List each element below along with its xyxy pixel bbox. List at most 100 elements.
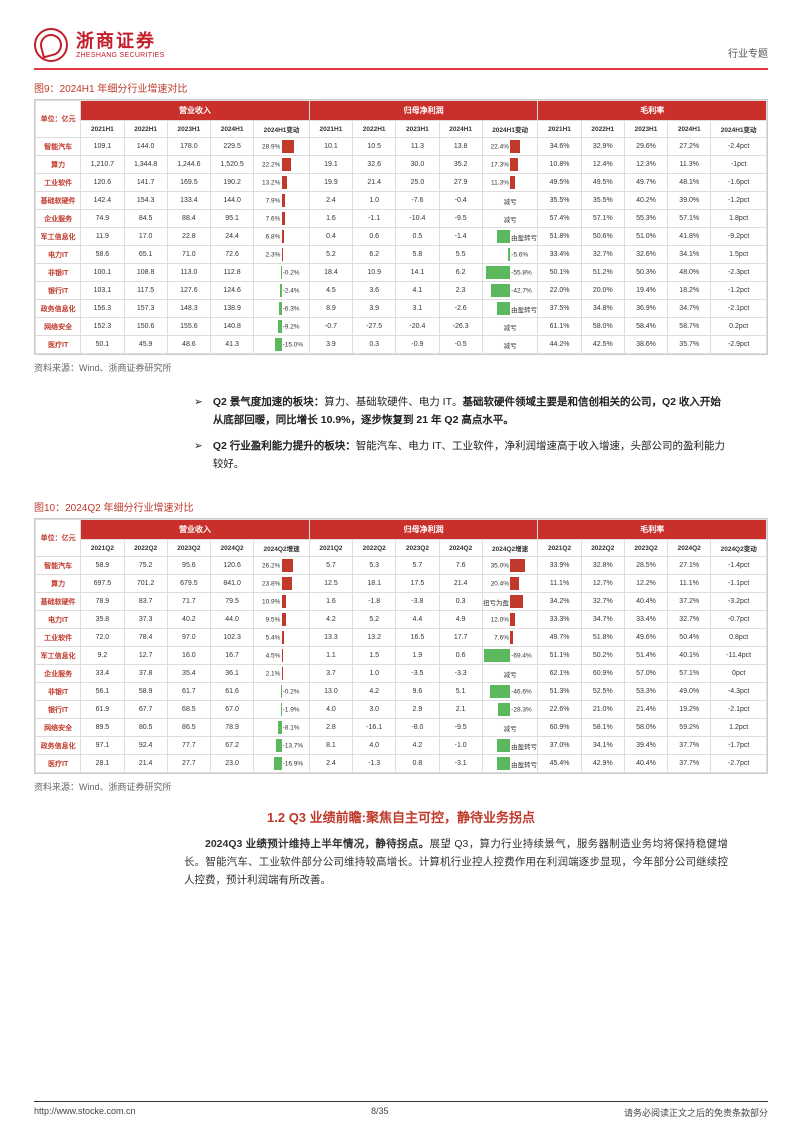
data-cell: 157.3 (124, 300, 167, 318)
unit-label: 单位：亿元 (36, 520, 81, 557)
data-cell: 50.1 (81, 336, 124, 354)
data-cell: 0.6 (439, 647, 482, 665)
table-row: 银行IT103.1117.5127.6124.6-2.4%4.53.64.12.… (36, 282, 767, 300)
table-row: 非银IT56.158.961.761.6-0.2%13.04.29.65.1-4… (36, 683, 767, 701)
bar-cell: -55.8% (482, 264, 538, 282)
fig9-table-wrap: 单位：亿元营业收入归母净利润毛利率2021H12022H12023H12024H… (34, 99, 768, 355)
row-label: 银行IT (36, 701, 81, 719)
table-row: 基础软硬件78.983.771.779.510.9%1.6-1.8-3.80.3… (36, 593, 767, 611)
sub-header: 2024H1 (668, 121, 711, 138)
data-cell: 45.4% (538, 755, 581, 773)
data-cell: 34.7% (668, 300, 711, 318)
data-cell: 10.1 (309, 138, 352, 156)
sub-header: 2024H1变动 (711, 121, 767, 138)
data-cell: 156.3 (81, 300, 124, 318)
row-label: 非银IT (36, 264, 81, 282)
row-label: 医疗IT (36, 755, 81, 773)
sub-header: 2021Q2 (538, 540, 581, 557)
data-cell: 2.8 (309, 719, 352, 737)
data-cell: 25.0 (396, 174, 439, 192)
data-cell: 12.7 (124, 647, 167, 665)
bullet-text: Q2 景气度加速的板块：算力、基础软硬件、电力 IT。基础软硬件领域主要是和信创… (213, 394, 728, 430)
data-cell: 2.1 (439, 701, 482, 719)
data-cell: -1.0 (439, 737, 482, 755)
data-cell: -9.2pct (711, 228, 767, 246)
bar-cell: -0.2% (254, 683, 310, 701)
bar-cell: -9.2% (254, 318, 310, 336)
data-cell: 48.1% (668, 174, 711, 192)
data-cell: 133.4 (167, 192, 210, 210)
data-cell: 62.1% (538, 665, 581, 683)
data-cell: 4.9 (439, 611, 482, 629)
data-cell: 140.8 (210, 318, 253, 336)
fig10-title: 图10：2024Q2 年细分行业增速对比 (34, 499, 768, 514)
row-label: 基础软硬件 (36, 593, 81, 611)
data-cell: 7.6 (439, 557, 482, 575)
data-cell: 154.3 (124, 192, 167, 210)
row-label: 电力IT (36, 611, 81, 629)
data-cell: 50.4% (668, 629, 711, 647)
logo-en: ZHESHANG SECURITIES (76, 52, 165, 59)
data-cell: 0.5 (396, 228, 439, 246)
fig9-table: 单位：亿元营业收入归母净利润毛利率2021H12022H12023H12024H… (35, 100, 767, 354)
data-cell: 10.8% (538, 156, 581, 174)
data-cell: 18.4 (309, 264, 352, 282)
data-cell: -1.7pct (711, 737, 767, 755)
data-cell: 4.2 (309, 611, 352, 629)
data-cell: 12.4% (581, 156, 624, 174)
data-cell: 38.6% (624, 336, 667, 354)
bar-cell: 9.5% (254, 611, 310, 629)
data-cell: 24.4 (210, 228, 253, 246)
table-row: 企业服务33.437.835.436.12.1%3.71.0-3.5-3.3减亏… (36, 665, 767, 683)
data-cell: 108.8 (124, 264, 167, 282)
bar-cell: -16.9% (254, 755, 310, 773)
data-cell: 57.0% (624, 665, 667, 683)
data-cell: 33.9% (538, 557, 581, 575)
sub-header: 2022Q2 (353, 540, 396, 557)
data-cell: 68.5 (167, 701, 210, 719)
data-cell: 120.6 (81, 174, 124, 192)
data-cell: 74.9 (81, 210, 124, 228)
data-cell: 79.5 (210, 593, 253, 611)
data-cell: -9.5 (439, 210, 482, 228)
data-cell: 50.6% (581, 228, 624, 246)
data-cell: 169.5 (167, 174, 210, 192)
data-cell: 84.5 (124, 210, 167, 228)
data-cell: 35.8 (81, 611, 124, 629)
row-label: 银行IT (36, 282, 81, 300)
data-cell: 40.2 (167, 611, 210, 629)
data-cell: 16.7 (210, 647, 253, 665)
data-cell: 841.0 (210, 575, 253, 593)
bar-cell: -5.6% (482, 246, 538, 264)
data-cell: 190.2 (210, 174, 253, 192)
data-cell: 1,344.8 (124, 156, 167, 174)
data-cell: 49.5% (581, 174, 624, 192)
bar-cell: 减亏 (482, 210, 538, 228)
bar-cell: 23.8% (254, 575, 310, 593)
data-cell: 6.2 (353, 246, 396, 264)
bar-cell: 5.4% (254, 629, 310, 647)
data-cell: 21.4 (124, 755, 167, 773)
data-cell: 4.0 (353, 737, 396, 755)
data-cell: 61.1% (538, 318, 581, 336)
data-cell: 229.5 (210, 138, 253, 156)
data-cell: 51.8% (581, 629, 624, 647)
data-cell: 28.5% (624, 557, 667, 575)
data-cell: 2.4 (309, 755, 352, 773)
data-cell: 50.2% (581, 647, 624, 665)
data-cell: 92.4 (124, 737, 167, 755)
data-cell: 17.7 (439, 629, 482, 647)
row-label: 智能汽车 (36, 557, 81, 575)
bar-cell: 28.9% (254, 138, 310, 156)
bar-cell: 6.8% (254, 228, 310, 246)
data-cell: 1.9 (396, 647, 439, 665)
data-cell: 8.9 (309, 300, 352, 318)
bullet-text: Q2 行业盈利能力提升的板块：智能汽车、电力 IT、工业软件，净利润增速高于收入… (213, 438, 728, 474)
data-cell: 2.9 (396, 701, 439, 719)
data-cell: 0.3 (439, 593, 482, 611)
data-cell: 697.5 (81, 575, 124, 593)
data-cell: 97.1 (81, 737, 124, 755)
fig10-source: 资料来源：Wind、浙商证券研究所 (34, 780, 768, 793)
data-cell: 1.5 (353, 647, 396, 665)
sub-header: 2024Q2 (439, 540, 482, 557)
